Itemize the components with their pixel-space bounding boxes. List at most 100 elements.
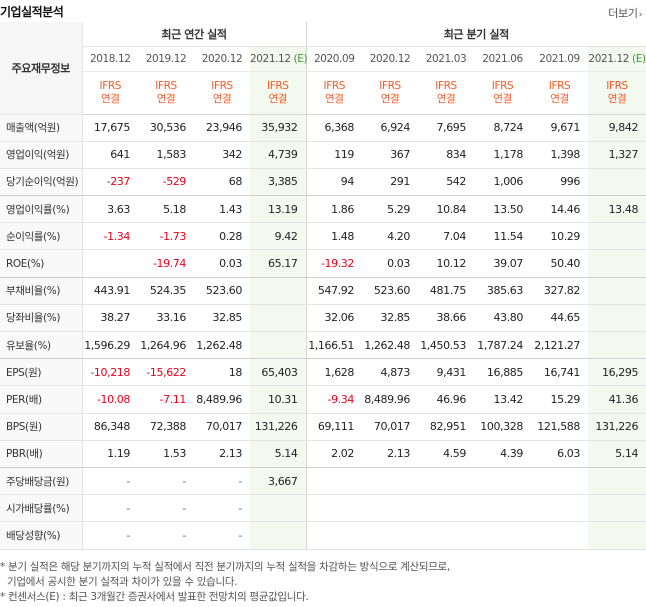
table-cell (588, 467, 646, 496)
period-header: 2021.12 (E) (588, 46, 646, 72)
table-cell: 0.28 (194, 222, 250, 251)
table-cell (250, 304, 307, 333)
row-label: 당좌비율(%) (0, 304, 83, 333)
row-label: 순이익률(%) (0, 222, 83, 251)
annual-group-header: 최근 연간 실적 (82, 22, 307, 47)
table-cell: 3.63 (82, 195, 138, 224)
financial-table: 주요재무정보 최근 연간 실적 최근 분기 실적 2018.12 2019.12 2… (0, 22, 646, 550)
table-cell: 996 (531, 168, 588, 197)
table-cell: 30,536 (138, 114, 194, 142)
table-cell: 10.31 (250, 385, 307, 414)
table-cell: 32.06 (306, 304, 362, 333)
table-cell: 72,388 (138, 413, 194, 441)
row-label: PBR(배) (0, 440, 83, 468)
table-cell (362, 494, 418, 523)
table-cell: 385.63 (474, 277, 531, 305)
estimate-mark: (E) (632, 52, 646, 65)
table-cell (82, 249, 138, 278)
table-cell: 10.12 (418, 249, 474, 278)
table-cell: 443.91 (82, 277, 138, 305)
period-header: 2021.09 (531, 46, 588, 72)
table-cell (418, 467, 474, 496)
table-cell: 523.60 (362, 277, 418, 305)
more-link[interactable]: 더보기› (608, 5, 642, 21)
ifrs-basis-cell: IFRS 연결 (531, 71, 588, 115)
ifrs-label: IFRS (267, 79, 289, 92)
table-row: 순이익률(%) -1.34 -1.73 0.28 9.42 1.48 4.20 7.04 11.… (0, 222, 646, 251)
period-header: 2018.12 (82, 46, 138, 72)
table-cell: 1,327 (588, 141, 646, 169)
table-cell (362, 467, 418, 496)
table-cell (474, 521, 531, 550)
table-cell: 3,385 (250, 168, 307, 197)
table-cell: - (138, 521, 194, 550)
row-label: ROE(%) (0, 249, 83, 278)
consolidated-label: 연결 (380, 92, 400, 105)
table-cell: 5.14 (588, 440, 646, 468)
table-row: 배당성향(%) - - - (0, 521, 646, 550)
chevron-right-icon: › (638, 10, 643, 20)
table-cell (531, 467, 588, 496)
table-cell: 1,450.53 (418, 331, 474, 360)
consolidated-label: 연결 (268, 92, 288, 105)
table-row: 영업이익(억원) 641 1,583 342 4,739 119 367 834 1,178 1,… (0, 141, 646, 169)
ifrs-label: IFRS (435, 79, 457, 92)
table-cell: 1,628 (306, 358, 362, 387)
table-cell: 0.03 (362, 249, 418, 278)
table-cell: 2.13 (362, 440, 418, 468)
table-cell: 291 (362, 168, 418, 197)
table-cell: 16,741 (531, 358, 588, 387)
table-cell: 1.53 (138, 440, 194, 468)
table-cell: 5.14 (250, 440, 307, 468)
table-cell: -1.34 (82, 222, 138, 251)
table-cell: 7,695 (418, 114, 474, 142)
period-date: 2021.12 (250, 52, 291, 65)
table-cell: 9.42 (250, 222, 307, 251)
period-date: 2021.06 (482, 52, 523, 65)
table-cell: 1,583 (138, 141, 194, 169)
table-cell: - (194, 467, 250, 496)
table-cell: 1,596.29 (82, 331, 138, 360)
table-cell: 65,403 (250, 358, 307, 387)
table-cell: 1,178 (474, 141, 531, 169)
consolidated-label: 연결 (212, 92, 232, 105)
row-label: 당기순이익(억원) (0, 168, 83, 197)
table-cell: - (82, 494, 138, 523)
table-cell: 10.84 (418, 195, 474, 224)
table-cell: -10,218 (82, 358, 138, 387)
period-header: 2020.09 (306, 46, 362, 72)
ifrs-label: IFRS (155, 79, 177, 92)
ifrs-basis-cell: IFRS 연결 (82, 71, 138, 115)
table-cell (250, 521, 307, 550)
table-cell: - (194, 521, 250, 550)
ifrs-basis-cell: IFRS 연결 (250, 71, 307, 115)
period-date: 2021.12 (588, 52, 630, 65)
table-cell: 94 (306, 168, 362, 197)
table-cell: 41.36 (588, 385, 646, 414)
footnotes: * 분기 실적은 해당 분기까지의 누적 실적에서 직전 분기까지의 누적 실적… (0, 560, 646, 605)
consolidated-label: 연결 (550, 92, 569, 105)
table-cell: 1,398 (531, 141, 588, 169)
row-label: 주당배당금(원) (0, 467, 83, 496)
table-cell: 7.04 (418, 222, 474, 251)
table-cell: 9,671 (531, 114, 588, 142)
table-cell: 8,489.96 (362, 385, 418, 414)
table-cell (588, 494, 646, 523)
table-cell (531, 494, 588, 523)
table-cell: 4,873 (362, 358, 418, 387)
table-cell (250, 494, 307, 523)
table-cell: -529 (138, 168, 194, 197)
quarterly-group-header: 최근 분기 실적 (306, 22, 646, 47)
table-cell (306, 494, 362, 523)
row-label: 시가배당률(%) (0, 494, 83, 523)
table-cell (250, 277, 307, 305)
ifrs-label: IFRS (379, 79, 401, 92)
period-date: 2020.09 (313, 52, 355, 65)
period-header: 2020.12 (362, 46, 418, 72)
table-cell: 70,017 (194, 413, 250, 441)
table-cell (588, 331, 646, 360)
consolidated-label: 연결 (100, 92, 120, 105)
table-cell: 14.46 (531, 195, 588, 224)
table-cell: - (82, 467, 138, 496)
table-cell: -10.08 (82, 385, 138, 414)
